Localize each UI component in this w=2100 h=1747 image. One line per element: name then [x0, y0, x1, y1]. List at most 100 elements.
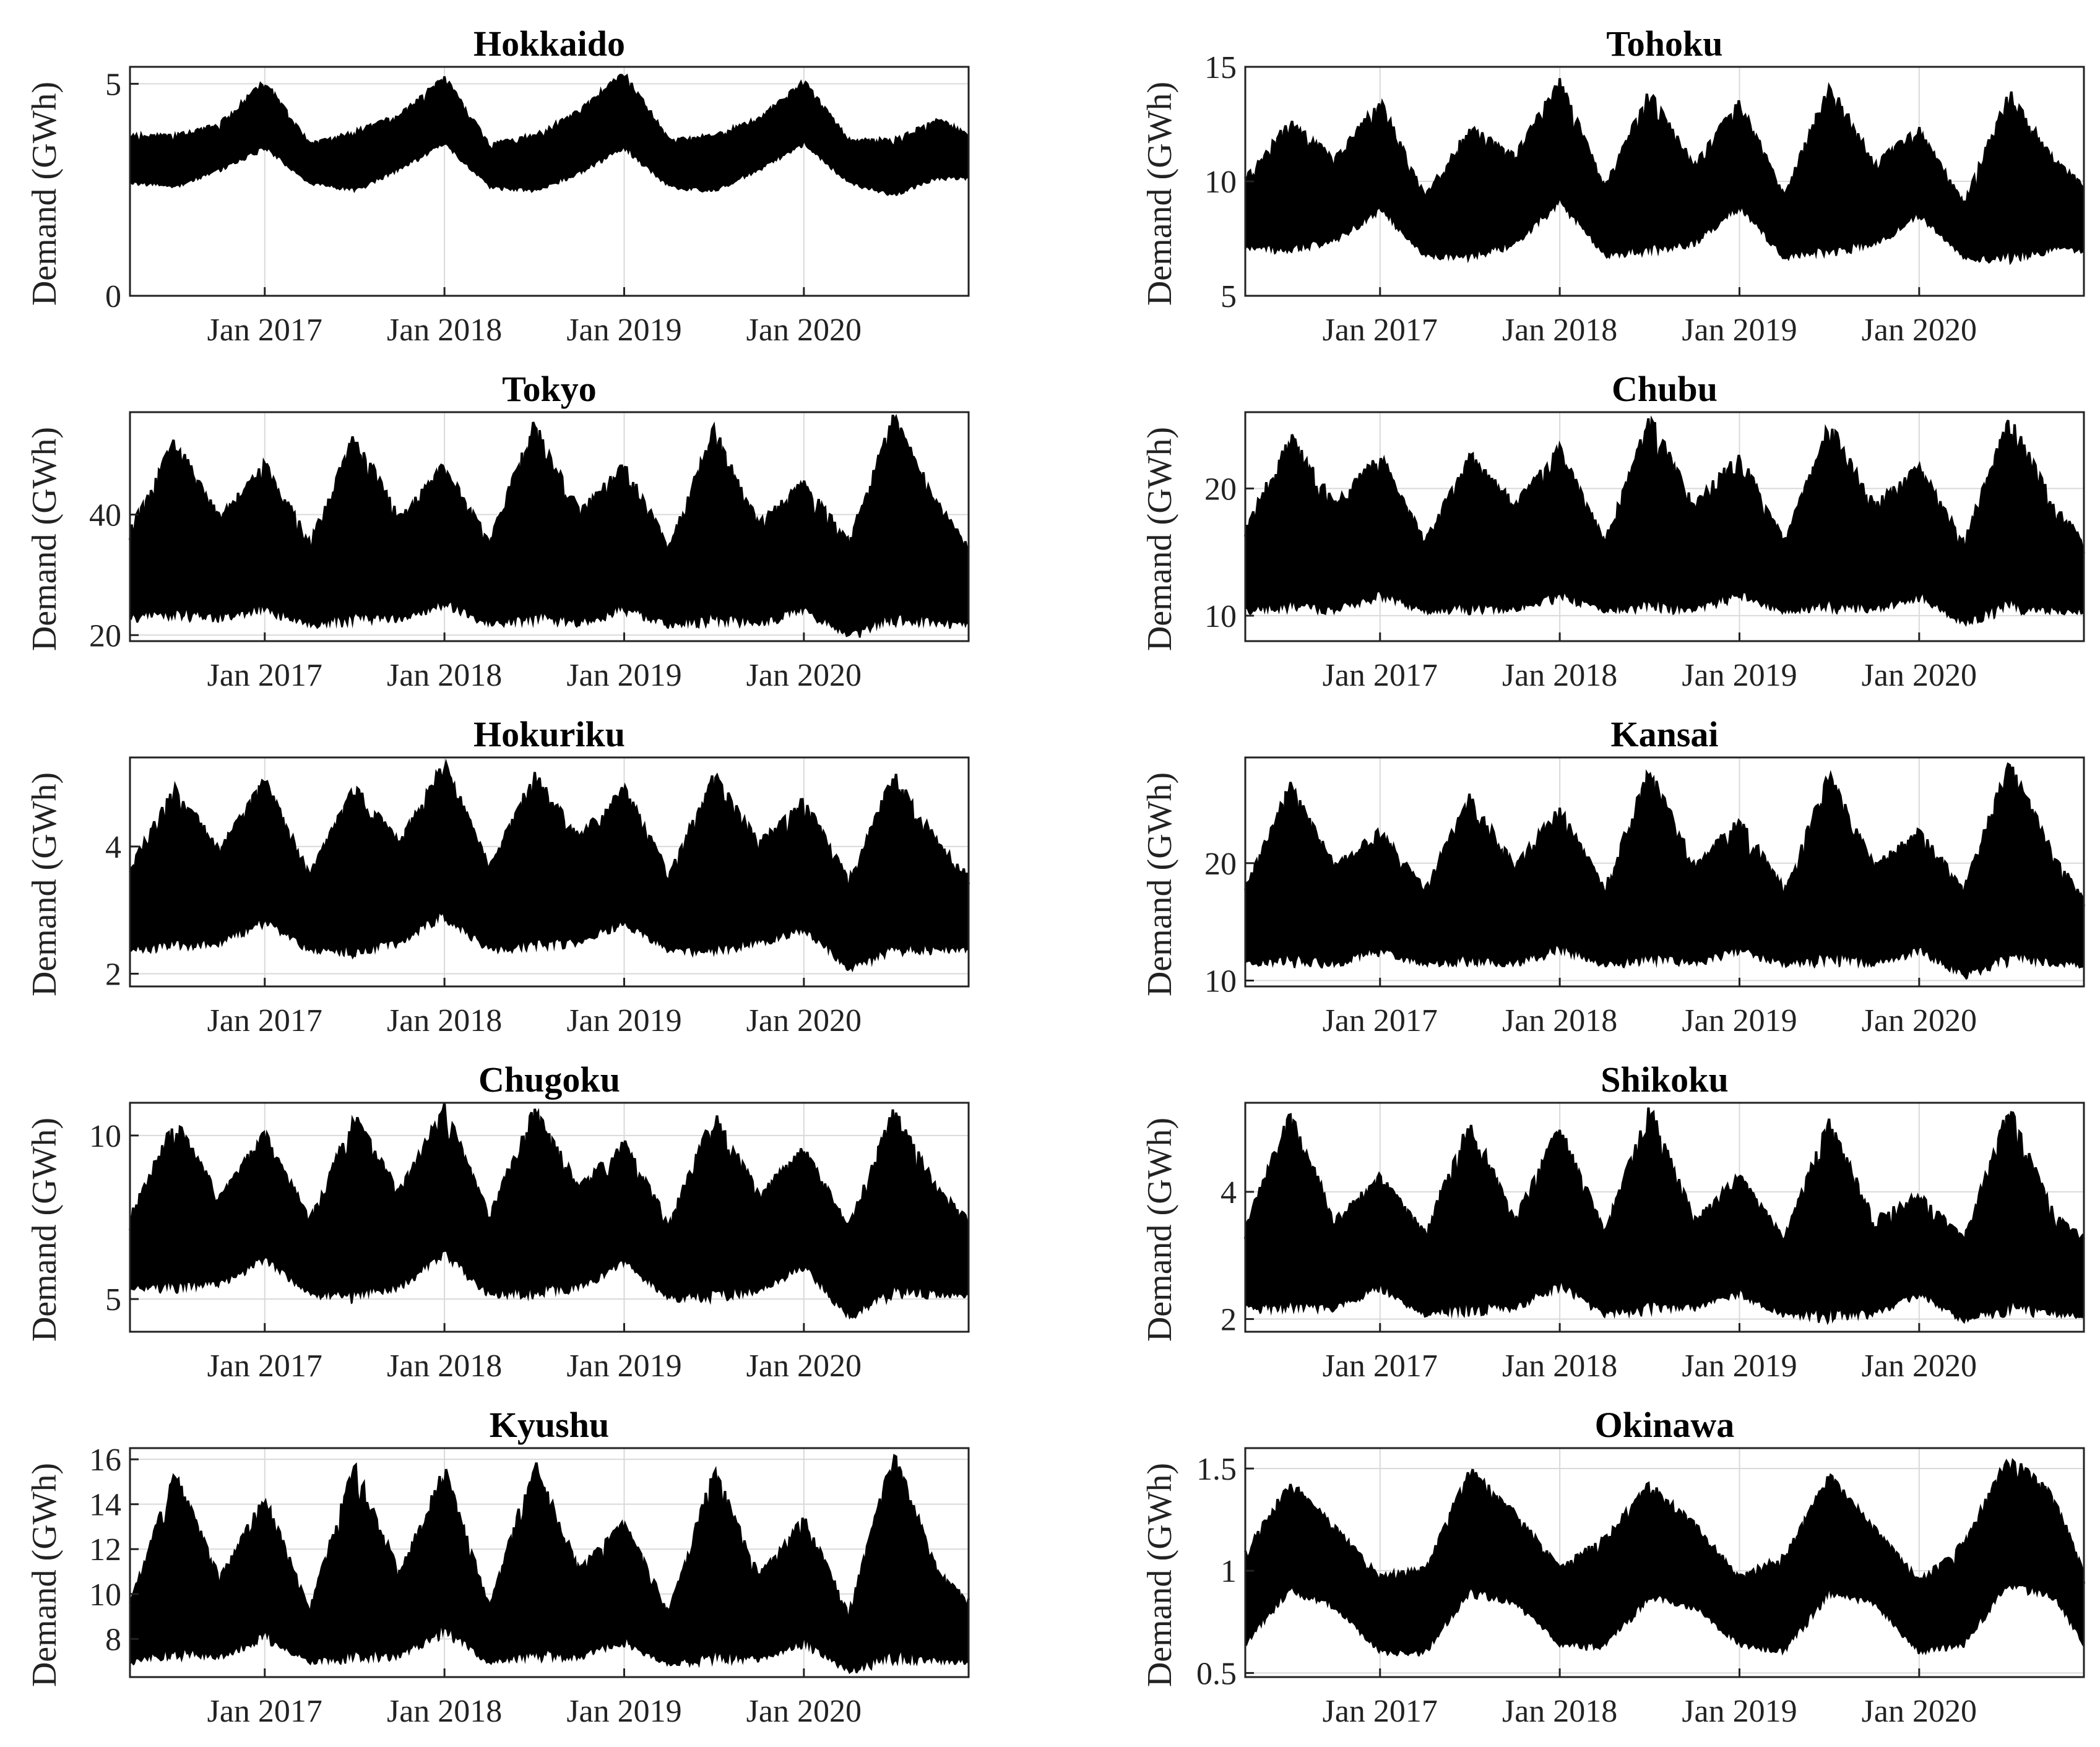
x-tick-label: Jan 2020: [1862, 1348, 1977, 1384]
x-tick-label: Jan 2017: [1323, 313, 1438, 348]
y-axis-label: Demand (GWh): [25, 82, 64, 306]
x-tick-label: Jan 2019: [566, 1694, 681, 1729]
demand-series: [130, 1456, 969, 1675]
x-tick-label: Jan 2020: [1862, 1694, 1977, 1729]
axes-frame: [1244, 1102, 2085, 1333]
y-tick-label: 15: [1204, 50, 1237, 85]
y-axis-label: Demand (GWh): [25, 772, 64, 996]
y-axis-label: Demand (GWh): [1141, 1463, 1179, 1687]
x-tick-label: Jan 2017: [1323, 1348, 1438, 1384]
axes-frame: [129, 1447, 970, 1678]
panel-title: Shikoku: [1601, 1059, 1728, 1100]
y-tick-label: 5: [1221, 279, 1237, 314]
panel-title: Chugoku: [478, 1059, 620, 1100]
demand-series-envelope: [129, 413, 970, 556]
y-tick-label: 0: [105, 279, 121, 314]
panel-title: Tokyo: [502, 369, 597, 409]
x-tick-label: Jan 2019: [566, 1003, 681, 1038]
x-tick-label: Jan 2017: [207, 658, 322, 693]
y-tick-label: 20: [1204, 847, 1237, 882]
panel-shikoku: Jan 2017 Jan 2018 Jan 2019 Jan 2020 2 4 Shikok…: [1141, 1059, 2085, 1384]
panel-tohoku: Jan 2017 Jan 2018 Jan 2019 Jan 2020 5 10 15 Toh…: [1141, 24, 2085, 348]
demand-series-envelope: [1244, 762, 2085, 907]
x-tick-label: Jan 2018: [1502, 1003, 1617, 1038]
y-tick-label: 4: [1221, 1175, 1237, 1210]
y-axis-label: Demand (GWh): [25, 1118, 64, 1342]
y-tick-label: 5: [105, 67, 121, 102]
x-tick-label: Jan 2017: [207, 313, 322, 348]
y-tick-label: 10: [89, 1119, 121, 1154]
y-tick-label: 12: [89, 1532, 121, 1568]
y-axis-label: Demand (GWh): [1141, 772, 1179, 996]
x-tick-label: Jan 2018: [1502, 1694, 1617, 1729]
x-tick-label: Jan 2018: [1502, 1348, 1617, 1384]
axes-frame: [129, 756, 970, 988]
panel-title: Hokuriku: [473, 714, 625, 754]
y-tick-label: 8: [105, 1622, 121, 1657]
panel-title: Tohoku: [1606, 24, 1722, 64]
axes-frame: [1244, 411, 2085, 642]
axes-frame: [129, 66, 970, 297]
x-tick-label: Jan 2020: [1862, 1003, 1977, 1038]
x-tick-label: Jan 2017: [207, 1348, 322, 1384]
demand-series: [1245, 1107, 2084, 1326]
x-tick-label: Jan 2020: [746, 658, 862, 693]
y-tick-label: 20: [89, 618, 121, 654]
panel-chugoku: Jan 2017 Jan 2018 Jan 2019 Jan 2020 5 10 Chugo…: [25, 1059, 970, 1384]
x-tick-label: Jan 2019: [566, 658, 681, 693]
x-tick-label: Jan 2020: [746, 1694, 862, 1729]
y-tick-label: 20: [1204, 472, 1237, 507]
x-tick-label: Jan 2020: [746, 1348, 862, 1384]
demand-series-envelope: [129, 1454, 970, 1621]
y-axis-label: Demand (GWh): [1141, 427, 1179, 651]
demand-series: [1245, 1460, 2084, 1657]
x-tick-label: Jan 2020: [1862, 313, 1977, 348]
y-tick-label: 4: [105, 830, 121, 865]
panel-title: Kansai: [1610, 714, 1718, 754]
x-tick-label: Jan 2019: [1682, 1348, 1797, 1384]
x-tick-label: Jan 2018: [387, 1694, 502, 1729]
x-tick-label: Jan 2019: [1682, 313, 1797, 348]
x-tick-label: Jan 2018: [387, 658, 502, 693]
demand-series-envelope: [1244, 1457, 2085, 1587]
demand-series: [1245, 418, 2084, 627]
demand-series: [1245, 764, 2084, 980]
axes-frame: [129, 411, 970, 642]
y-tick-label: 2: [1221, 1302, 1237, 1337]
x-tick-label: Jan 2019: [566, 313, 681, 348]
panel-chubu: Jan 2017 Jan 2018 Jan 2019 Jan 2020 10 20 Chub…: [1141, 369, 2085, 693]
y-tick-label: 1: [1221, 1554, 1237, 1589]
demand-series-envelope: [129, 1103, 969, 1231]
axes-frame: [1244, 756, 2085, 988]
x-tick-label: Jan 2018: [1502, 313, 1617, 348]
x-tick-label: Jan 2018: [387, 1348, 502, 1384]
y-tick-label: 14: [89, 1488, 121, 1523]
panel-title: Hokkaido: [473, 24, 625, 64]
x-tick-label: Jan 2019: [1682, 1003, 1797, 1038]
demand-series: [130, 75, 969, 196]
y-tick-label: 10: [1204, 964, 1237, 999]
x-tick-label: Jan 2019: [1682, 1694, 1797, 1729]
y-tick-label: 10: [1204, 165, 1237, 200]
y-tick-label: 16: [89, 1443, 121, 1478]
y-axis-label: Demand (GWh): [25, 427, 64, 651]
demand-series: [1245, 78, 2084, 265]
demand-series: [130, 1103, 969, 1320]
x-tick-label: Jan 2017: [1323, 1694, 1438, 1729]
demand-series-envelope: [1244, 415, 2085, 554]
x-tick-label: Jan 2019: [566, 1348, 681, 1384]
axes-frame: [129, 1102, 970, 1333]
panel-hokuriku: Jan 2017 Jan 2018 Jan 2019 Jan 2020 2 4 Hokuri…: [25, 714, 970, 1038]
y-tick-label: 10: [89, 1577, 121, 1613]
y-tick-label: 0.5: [1196, 1656, 1237, 1691]
demand-series-envelope: [1244, 1107, 2085, 1246]
panel-hokkaido: Jan 2017 Jan 2018 Jan 2019 Jan 2020 0 5 Hokkai…: [25, 24, 970, 348]
x-tick-label: Jan 2018: [1502, 658, 1617, 693]
panel-okinawa: Jan 2017 Jan 2018 Jan 2019 Jan 2020 0.5 1 1.5 O…: [1141, 1405, 2085, 1729]
axes-frame: [1244, 1447, 2085, 1678]
x-tick-label: Jan 2020: [746, 313, 862, 348]
demand-series-envelope: [129, 73, 970, 152]
x-tick-label: Jan 2019: [1682, 658, 1797, 693]
x-tick-label: Jan 2018: [387, 313, 502, 348]
